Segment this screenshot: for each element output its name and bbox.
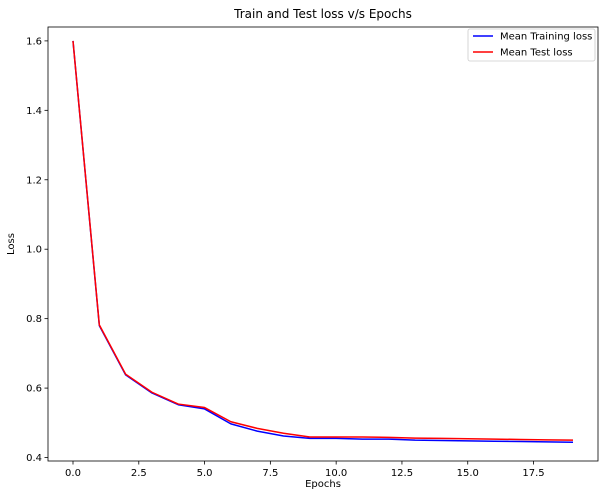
legend-items: Mean Training loss Mean Test loss (473, 32, 592, 59)
y-tick-label: 0.8 (26, 314, 42, 325)
x-tick-label: 12.5 (391, 468, 413, 479)
y-axis-ticks: 0.4 0.6 0.8 1.0 1.2 1.4 1.6 (26, 36, 48, 464)
series-layer (72, 40, 574, 443)
x-axis-ticks: 0.0 2.5 5.0 7.5 10.0 12.5 15.0 17.5 (65, 461, 545, 479)
plot-frame (47, 26, 599, 462)
x-tick-label: 15.0 (457, 468, 479, 479)
x-tick-label: 17.5 (522, 468, 544, 479)
y-tick-label: 1.0 (26, 245, 42, 256)
x-tick-label: 10.0 (325, 468, 347, 479)
x-tick-label: 5.0 (197, 468, 213, 479)
legend: Mean Training loss Mean Test loss (467, 28, 596, 62)
legend-label-0: Mean Training loss (500, 32, 592, 43)
y-axis-label: Loss (6, 233, 17, 255)
y-tick-label: 1.2 (26, 175, 42, 186)
plot-area: 0.0 2.5 5.0 7.5 10.0 12.5 15.0 17.5 0.4 0.6 0.8 1.… (26, 26, 599, 479)
x-tick-label: 0.0 (65, 468, 81, 479)
series-line-1 (72, 40, 574, 441)
chart-title: Train and Test loss v/s Epochs (233, 7, 412, 21)
y-tick-label: 0.4 (26, 453, 42, 464)
y-tick-label: 0.6 (26, 384, 42, 395)
x-tick-label: 2.5 (131, 468, 147, 479)
legend-box (467, 28, 596, 62)
legend-label-1: Mean Test loss (500, 48, 573, 59)
y-tick-label: 1.4 (26, 106, 42, 117)
x-tick-label: 7.5 (262, 468, 278, 479)
y-tick-label: 1.6 (26, 36, 42, 47)
x-axis-label: Epochs (305, 479, 341, 490)
